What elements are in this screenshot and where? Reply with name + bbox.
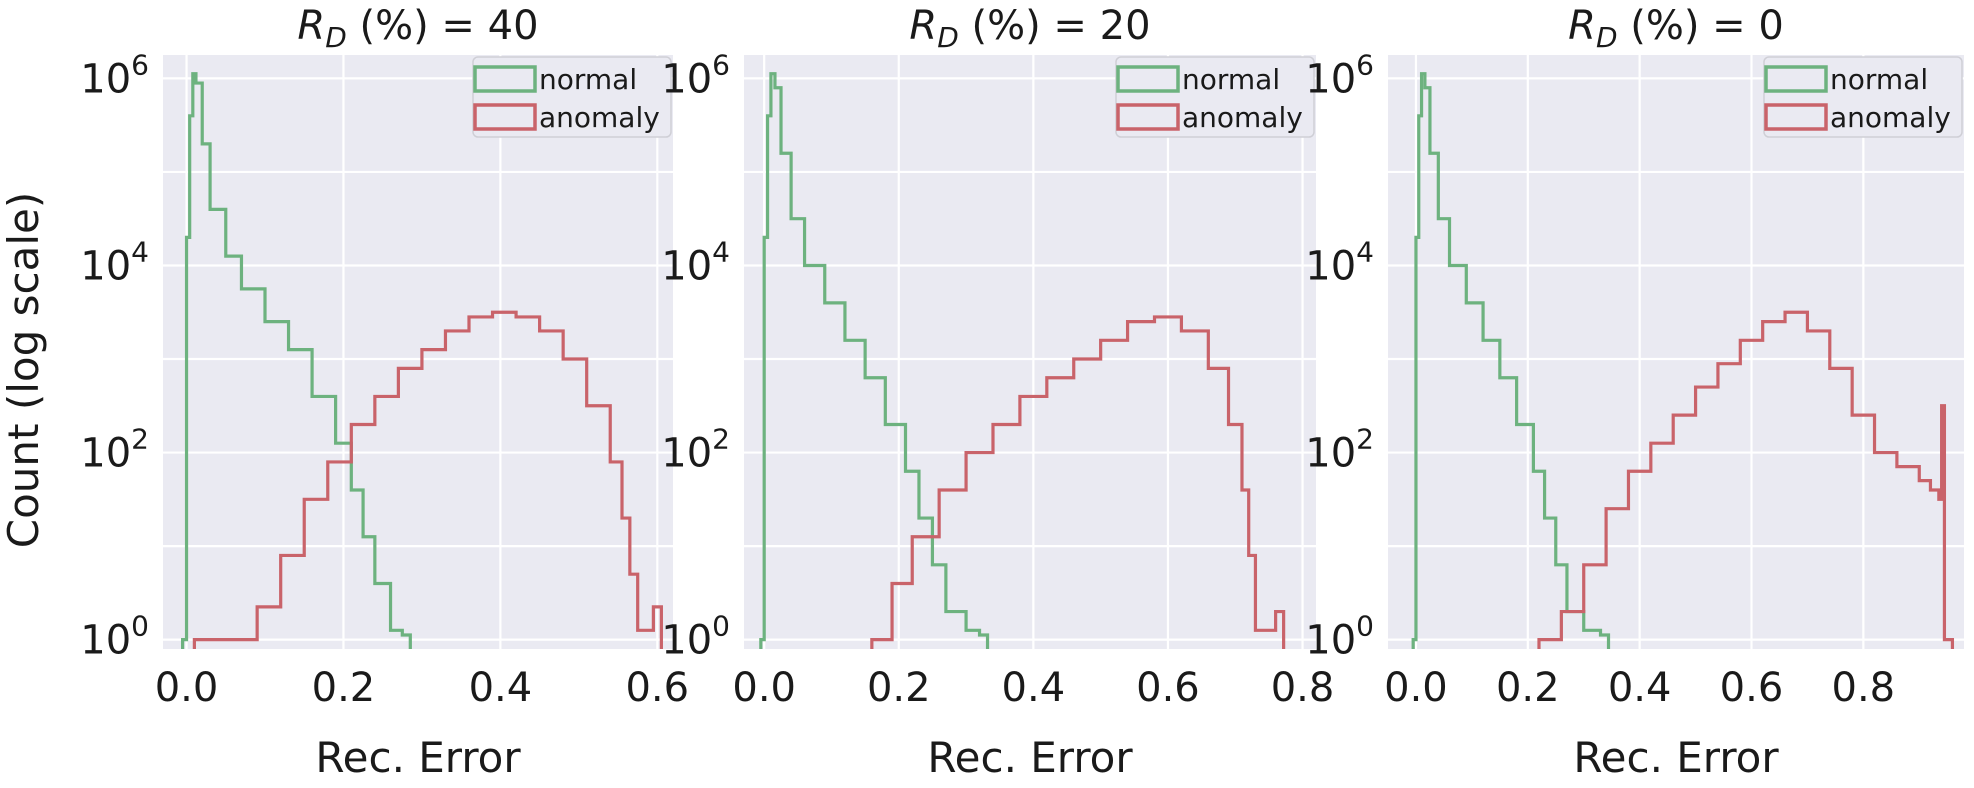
panel-3: 0.0 0.2 0.4 0.6 0.8 100 102 104 106 RD (%) = 0 Rec… <box>1305 3 1964 782</box>
legend-label-normal: normal <box>1182 63 1280 96</box>
series-anomaly-outline <box>192 310 663 649</box>
panel-title: RD (%) = 20 <box>909 3 1150 54</box>
plot-area <box>163 55 673 649</box>
series-normal-outline <box>759 72 990 649</box>
x-tick-label: 0.8 <box>1271 665 1335 711</box>
legend-swatch-normal <box>1116 65 1180 93</box>
panel-2: 0.0 0.2 0.4 0.6 0.8 100 102 104 106 RD (%) = 20 Re… <box>661 3 1334 782</box>
y-tick-label: 102 <box>1305 423 1374 477</box>
series-normal-outline <box>181 72 412 649</box>
x-axis-label: Rec. Error <box>315 733 521 782</box>
legend-label-anomaly: anomaly <box>1830 101 1951 134</box>
y-tick-label: 106 <box>1305 48 1374 102</box>
x-tick-label: 0.4 <box>469 665 533 711</box>
y-tick-label: 106 <box>661 48 730 102</box>
x-tick-label: 0.0 <box>732 665 796 711</box>
x-tick-label: 0.0 <box>1384 665 1448 711</box>
x-tick-label: 0.2 <box>1496 665 1560 711</box>
legend: normal anomaly <box>1115 56 1315 138</box>
panel-title: RD (%) = 40 <box>297 3 538 54</box>
legend-box <box>472 56 672 138</box>
x-tick-label: 0.2 <box>312 665 376 711</box>
series-anomaly-outline <box>870 315 1286 649</box>
legend-box <box>1115 56 1315 138</box>
legend-label-anomaly: anomaly <box>539 101 660 134</box>
legend-label-normal: normal <box>1830 63 1928 96</box>
legend-label-anomaly: anomaly <box>1182 101 1303 134</box>
x-tick-label: 0.4 <box>1002 665 1066 711</box>
y-tick-label: 102 <box>80 423 149 477</box>
legend-swatch-anomaly <box>1116 103 1180 131</box>
plot-area <box>744 55 1316 649</box>
x-tick-label: 0.0 <box>155 665 219 711</box>
panel-1: 0.0 0.2 0.4 0.6 100 102 104 106 RD (%) = 40 Rec. … <box>80 3 689 782</box>
y-tick-label: 100 <box>80 610 149 664</box>
legend-swatch-normal <box>1764 65 1828 93</box>
x-tick-label: 0.8 <box>1832 665 1896 711</box>
x-tick-label: 0.6 <box>625 665 689 711</box>
x-tick-label: 0.6 <box>1136 665 1200 711</box>
y-tick-label: 100 <box>1305 610 1374 664</box>
x-axis-label: Rec. Error <box>1573 733 1779 782</box>
legend: normal anomaly <box>472 56 672 138</box>
legend: normal anomaly <box>1763 56 1963 138</box>
legend-box <box>1763 56 1963 138</box>
legend-label-normal: normal <box>539 63 637 96</box>
y-tick-label: 104 <box>661 235 730 289</box>
legend-swatch-normal <box>473 65 537 93</box>
legend-swatch-anomaly <box>473 103 537 131</box>
y-tick-label: 102 <box>661 423 730 477</box>
y-axis-label: Count (log scale) <box>0 192 48 548</box>
y-tick-label: 106 <box>80 48 149 102</box>
plot-area <box>1388 55 1964 649</box>
x-axis-label: Rec. Error <box>927 733 1133 782</box>
x-tick-label: 0.2 <box>867 665 931 711</box>
panel-title: RD (%) = 0 <box>1568 3 1784 54</box>
x-tick-label: 0.6 <box>1720 665 1784 711</box>
y-tick-label: 100 <box>661 610 730 664</box>
series-anomaly-outline <box>1537 310 1955 649</box>
series-normal-outline <box>1411 72 1611 649</box>
legend-swatch-anomaly <box>1764 103 1828 131</box>
x-tick-label: 0.4 <box>1608 665 1672 711</box>
y-tick-label: 104 <box>1305 235 1374 289</box>
y-tick-label: 104 <box>80 235 149 289</box>
